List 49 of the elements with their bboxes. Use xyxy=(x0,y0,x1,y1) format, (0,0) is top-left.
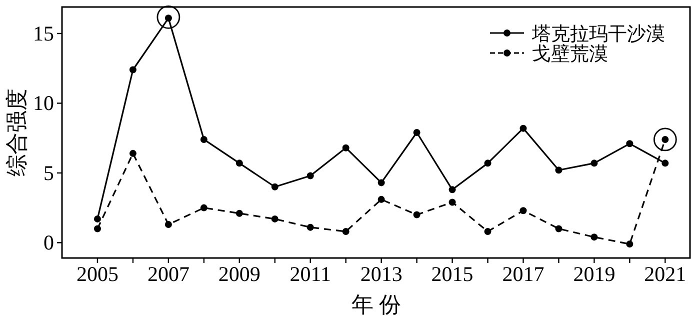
point xyxy=(200,136,208,143)
y-tick-label: 10 xyxy=(33,91,54,116)
point xyxy=(306,172,314,180)
y-axis-title: 综合强度 xyxy=(4,88,29,176)
point xyxy=(626,140,634,148)
y-tick-label: 0 xyxy=(44,230,54,255)
point xyxy=(271,183,278,190)
x-tick-label: 2011 xyxy=(290,262,331,286)
y-tick-label: 5 xyxy=(44,160,54,185)
point xyxy=(590,234,598,241)
point xyxy=(129,66,136,74)
point xyxy=(200,204,208,212)
x-tick-label: 2009 xyxy=(218,262,260,286)
x-tick-label: 2019 xyxy=(573,262,616,286)
point xyxy=(662,160,669,167)
x-tick-label: 2015 xyxy=(431,262,474,286)
point xyxy=(129,150,136,157)
point xyxy=(164,221,172,228)
point xyxy=(94,215,101,222)
point xyxy=(448,198,456,206)
point xyxy=(555,225,562,232)
point xyxy=(94,225,101,232)
point xyxy=(236,160,243,167)
point xyxy=(520,207,527,214)
x-tick-label: 2005 xyxy=(76,262,118,286)
x-tick-label: 2017 xyxy=(502,262,544,286)
x-axis-title: 年 份 xyxy=(351,292,401,317)
point xyxy=(342,228,350,236)
point xyxy=(520,124,527,132)
point xyxy=(378,179,385,186)
x-tick-label: 2007 xyxy=(147,262,190,286)
point xyxy=(413,211,420,218)
point xyxy=(236,210,243,217)
point xyxy=(342,144,350,152)
point xyxy=(413,129,420,136)
legend-label: 塔克拉玛干沙漠 xyxy=(531,24,665,45)
point xyxy=(271,215,278,222)
point xyxy=(306,224,314,231)
x-tick-label: 2013 xyxy=(360,262,402,286)
point xyxy=(590,160,598,167)
y-tick-label: 15 xyxy=(33,21,54,46)
point xyxy=(378,196,385,203)
legend-label: 戈壁荒漠 xyxy=(532,43,608,65)
point xyxy=(555,166,562,174)
point xyxy=(448,186,456,194)
point xyxy=(484,228,492,236)
point xyxy=(484,160,492,167)
x-tick-label: 2021 xyxy=(644,262,686,286)
point xyxy=(626,240,634,248)
